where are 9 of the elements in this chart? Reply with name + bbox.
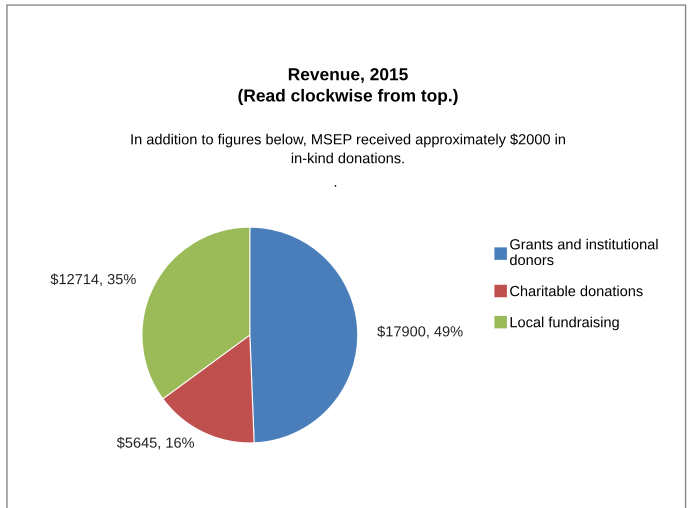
legend-label: Charitable donations [510, 286, 643, 296]
text: In addition to figures below, MSEP received approximately $2000 in in-kind donations. [131, 134, 566, 164]
data-label: $5645, 16% [116, 436, 194, 450]
data-label: $12714, 35% [50, 273, 136, 286]
text: . [334, 185, 336, 187]
chart-title: Revenue, 2015 (Read clockwise from top.) [238, 68, 458, 106]
data-label: $17900, 49% [377, 326, 463, 338]
legend-label: Local fundraising [510, 316, 619, 330]
legend-label: Grants and institutional donors [510, 238, 658, 266]
